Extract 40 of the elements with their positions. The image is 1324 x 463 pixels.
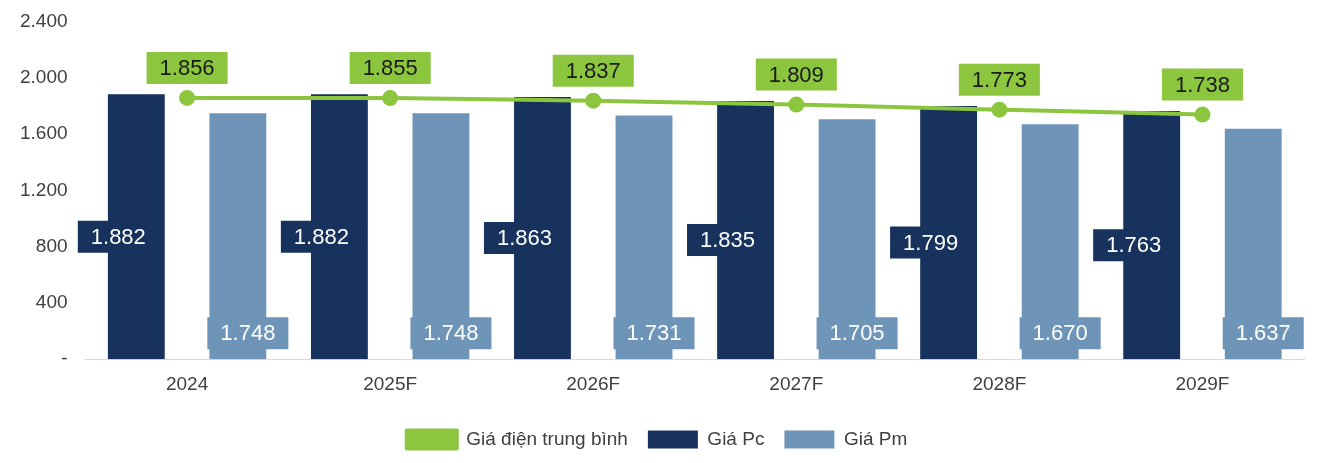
y-tick-label: -	[61, 347, 68, 369]
data-label: 1.835	[700, 227, 756, 253]
data-label: 1.882	[293, 223, 349, 249]
data-label: 1.855	[362, 55, 418, 81]
data-label: 1.670	[1032, 320, 1088, 346]
x-tick-label: 2026F	[566, 372, 621, 394]
legend-label: Giá điện trung bình	[466, 427, 628, 449]
x-tick-label: 2029F	[1175, 372, 1230, 394]
data-label: 1.748	[423, 320, 479, 346]
data-label: 1.738	[1174, 71, 1230, 97]
point	[382, 90, 399, 107]
data-label: 1.856	[159, 55, 215, 81]
data-label: 1.731	[626, 320, 682, 346]
data-label: 1.799	[903, 229, 959, 255]
y-tick-label: 2.400	[20, 9, 68, 31]
legend-label: Giá Pm	[843, 427, 908, 449]
data-label: 1.809	[768, 61, 824, 87]
point	[991, 101, 1008, 118]
x-tick-label: 2028F	[972, 372, 1027, 394]
x-tick-label: 2027F	[769, 372, 824, 394]
data-label: 1.748	[220, 320, 276, 346]
y-tick-label: 800	[35, 234, 68, 256]
data-label: 1.773	[971, 66, 1027, 92]
data-label: 1.837	[565, 57, 621, 83]
data-label: 1.763	[1106, 232, 1162, 258]
y-tick-label: 1.600	[20, 122, 68, 144]
x-tick-label: 2024	[165, 372, 209, 394]
y-tick-label: 400	[35, 291, 68, 313]
x-tick-label: 2025F	[363, 372, 418, 394]
y-tick-label: 1.200	[20, 178, 68, 200]
point	[1194, 106, 1211, 123]
legend-label: Giá Pc	[707, 427, 765, 449]
point	[788, 96, 805, 113]
point	[179, 89, 196, 106]
y-tick-label: 2.000	[20, 65, 68, 87]
data-label: 1.637	[1235, 320, 1291, 346]
data-label: 1.882	[90, 223, 146, 249]
data-label: 1.705	[829, 320, 885, 346]
data-label: 1.863	[496, 225, 552, 251]
point	[585, 92, 602, 109]
